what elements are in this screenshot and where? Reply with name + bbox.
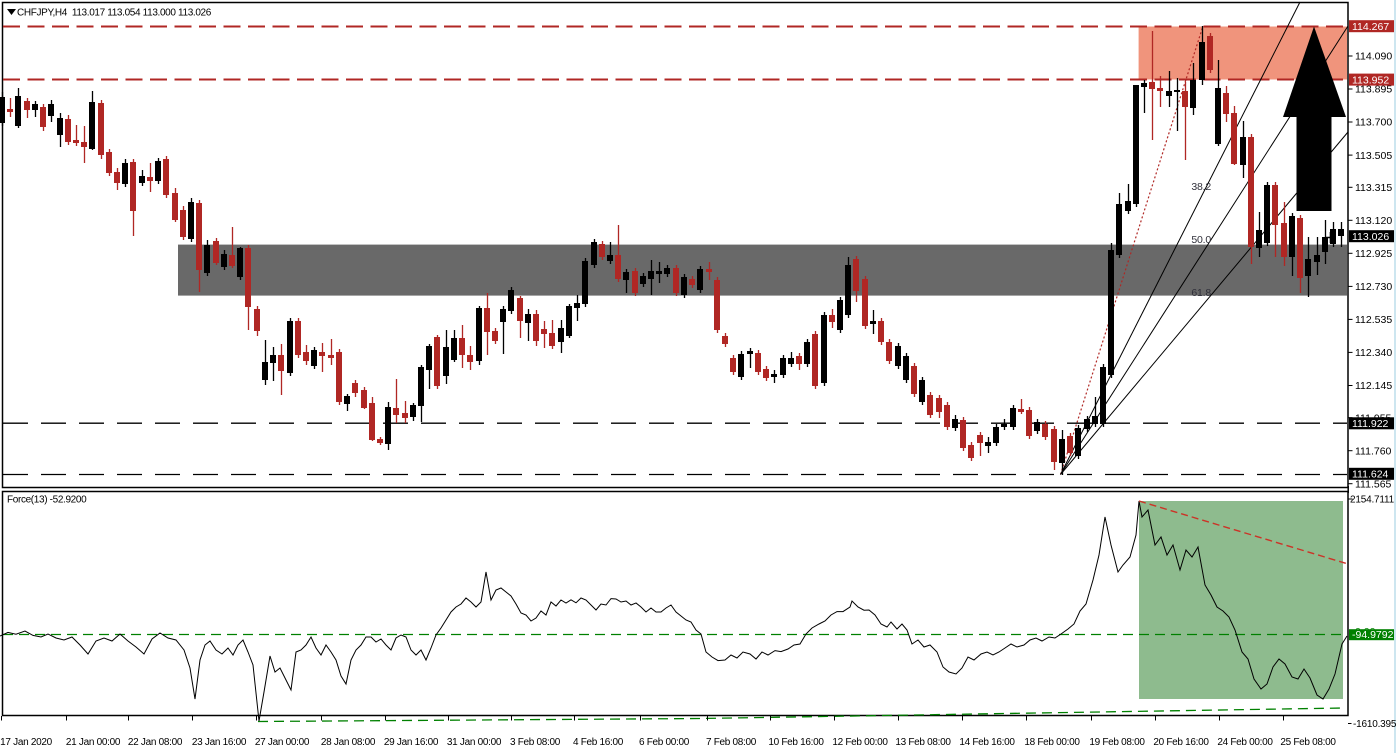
- svg-text:113.505: 113.505: [1355, 150, 1392, 162]
- svg-text:19 Feb 08:00: 19 Feb 08:00: [1089, 737, 1145, 748]
- svg-text:22 Jan 08:00: 22 Jan 08:00: [128, 737, 183, 748]
- svg-text:6 Feb 00:00: 6 Feb 00:00: [639, 737, 690, 748]
- svg-text:113.026: 113.026: [1352, 231, 1389, 243]
- svg-text:114.090: 114.090: [1355, 51, 1392, 63]
- svg-text:-94.9792: -94.9792: [1352, 629, 1394, 641]
- svg-text:18 Feb 00:00: 18 Feb 00:00: [1024, 737, 1080, 748]
- svg-text:111.760: 111.760: [1355, 445, 1392, 457]
- svg-text:113.952: 113.952: [1352, 74, 1389, 86]
- svg-text:20 Feb 16:00: 20 Feb 16:00: [1153, 737, 1209, 748]
- svg-text:50.0: 50.0: [1191, 234, 1211, 246]
- svg-text:112.340: 112.340: [1355, 347, 1392, 359]
- svg-text:Force(13) -52.9200: Force(13) -52.9200: [7, 495, 87, 506]
- svg-text:14 Feb 16:00: 14 Feb 16:00: [959, 737, 1015, 748]
- svg-text:4 Feb 16:00: 4 Feb 16:00: [573, 737, 624, 748]
- svg-text:113.700: 113.700: [1355, 117, 1392, 129]
- svg-text:3 Feb 08:00: 3 Feb 08:00: [510, 737, 561, 748]
- svg-text:38.2: 38.2: [1191, 181, 1211, 193]
- svg-text:25 Feb 08:00: 25 Feb 08:00: [1280, 737, 1336, 748]
- svg-text:21 Jan 00:00: 21 Jan 00:00: [66, 737, 121, 748]
- svg-text:10 Feb 16:00: 10 Feb 16:00: [768, 737, 824, 748]
- svg-text:17 Jan 2020: 17 Jan 2020: [0, 737, 52, 748]
- svg-text:-1610.395: -1610.395: [1353, 719, 1396, 730]
- svg-text:111.624: 111.624: [1352, 469, 1389, 481]
- svg-text:112.925: 112.925: [1355, 248, 1392, 260]
- svg-text:114.267: 114.267: [1352, 21, 1389, 33]
- svg-text:113.315: 113.315: [1355, 182, 1392, 194]
- svg-text:112.535: 112.535: [1355, 314, 1392, 326]
- svg-text:12 Feb 00:00: 12 Feb 00:00: [832, 737, 888, 748]
- svg-text:28 Jan 08:00: 28 Jan 08:00: [321, 737, 376, 748]
- svg-text:13 Feb 08:00: 13 Feb 08:00: [895, 737, 951, 748]
- svg-text:23 Jan 16:00: 23 Jan 16:00: [192, 737, 247, 748]
- svg-text:2154.7111: 2154.7111: [1350, 495, 1395, 506]
- svg-text:27 Jan 00:00: 27 Jan 00:00: [255, 737, 310, 748]
- svg-text:24 Feb 00:00: 24 Feb 00:00: [1217, 737, 1273, 748]
- svg-text:111.565: 111.565: [1355, 478, 1392, 490]
- svg-text:7 Feb 08:00: 7 Feb 08:00: [706, 737, 757, 748]
- svg-text:113.895: 113.895: [1355, 84, 1392, 96]
- svg-text:113.120: 113.120: [1355, 215, 1392, 227]
- svg-text:CHFJPY,H4 113.017 113.054 113: CHFJPY,H4 113.017 113.054 113.000 113.02…: [17, 8, 212, 19]
- svg-text:111.922: 111.922: [1352, 418, 1389, 430]
- svg-text:31 Jan 00:00: 31 Jan 00:00: [447, 737, 502, 748]
- svg-text:61.8: 61.8: [1191, 287, 1211, 299]
- svg-text:112.145: 112.145: [1355, 380, 1392, 392]
- svg-text:29 Jan 16:00: 29 Jan 16:00: [384, 737, 439, 748]
- svg-text:112.730: 112.730: [1355, 281, 1392, 293]
